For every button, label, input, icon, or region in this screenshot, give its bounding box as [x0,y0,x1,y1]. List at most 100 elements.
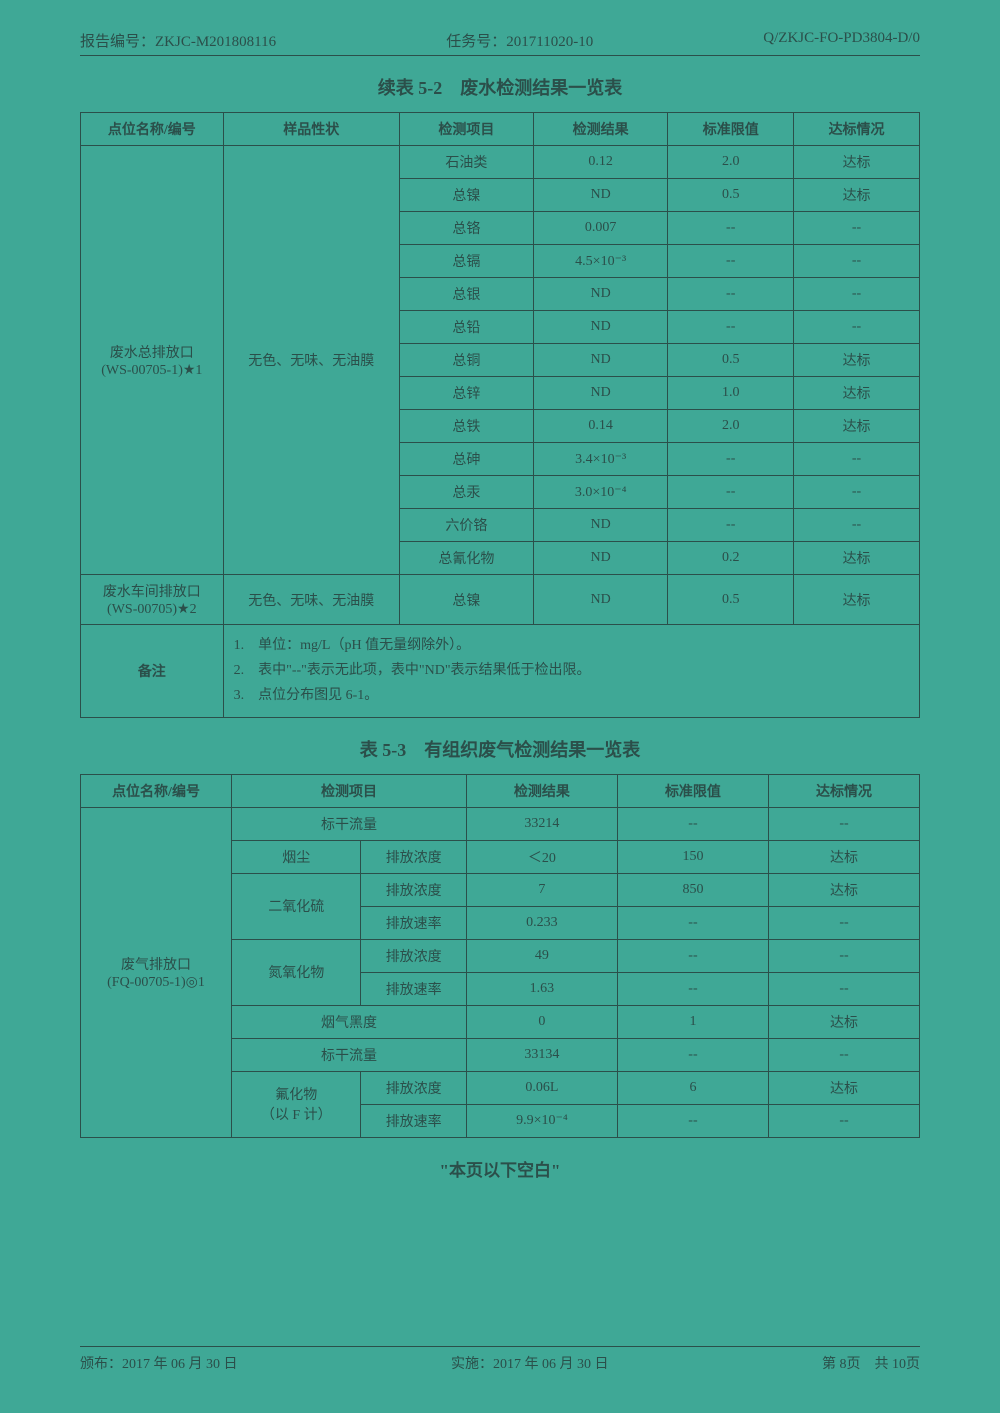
cell-status: -- [768,972,919,1005]
table-header-row: 点位名称/编号 样品性状 检测项目 检测结果 标准限值 达标情况 [81,113,920,146]
cell-limit: 0.5 [668,344,794,377]
cell-item: 总氰化物 [399,542,533,575]
cell-status: 达标 [794,410,920,443]
cell-item: 氟化物 （以 F 计） [232,1071,361,1137]
col-status: 达标情况 [794,113,920,146]
cell-item: 二氧化硫 [232,873,361,939]
cell-item: 烟气黑度 [232,1005,467,1038]
table-52: 点位名称/编号 样品性状 检测项目 检测结果 标准限值 达标情况 废水总排放口 … [80,112,920,718]
page-footer: 颁布：2017 年 06 月 30 日 实施：2017 年 06 月 30 日 … [80,1346,920,1373]
cell-item: 总镍 [399,575,533,625]
col-result: 检测结果 [466,774,617,807]
cell-status: 达标 [768,1005,919,1038]
cell-item: 总银 [399,278,533,311]
location-cell: 废水总排放口 (WS-00705-1)★1 [81,146,224,575]
cell-item: 总锌 [399,377,533,410]
cell-status: -- [794,476,920,509]
cell-result: 3.4×10⁻³ [534,443,668,476]
cell-status: -- [768,1038,919,1071]
cell-item: 总铁 [399,410,533,443]
table-header-row: 点位名称/编号 检测项目 检测结果 标准限值 达标情况 [81,774,920,807]
table-53: 点位名称/编号 检测项目 检测结果 标准限值 达标情况 废气排放口 (FQ-00… [80,774,920,1138]
table-53-title: 表 5-3 有组织废气检测结果一览表 [80,736,920,762]
col-limit: 标准限值 [668,113,794,146]
location-cell: 废水车间排放口 (WS-00705)★2 [81,575,224,625]
cell-limit: 1.0 [668,377,794,410]
col-item: 检测项目 [399,113,533,146]
cell-item: 标干流量 [232,807,467,840]
table-row: 废水总排放口 (WS-00705-1)★1无色、无味、无油膜石油类0.122.0… [81,146,920,179]
col-status: 达标情况 [768,774,919,807]
doc-code: Q/ZKJC-FO-PD3804-D/0 [763,30,920,51]
cell-result: ND [534,377,668,410]
cell-item: 烟尘 [232,840,361,873]
cell-result: ND [534,575,668,625]
cell-status: -- [794,212,920,245]
cell-item: 石油类 [399,146,533,179]
col-result: 检测结果 [534,113,668,146]
cell-status: -- [768,807,919,840]
cell-limit: -- [617,1038,768,1071]
cell-status: 达标 [768,840,919,873]
appearance-cell: 无色、无味、无油膜 [223,575,399,625]
cell-status: -- [794,278,920,311]
cell-status: -- [794,311,920,344]
cell-item: 总砷 [399,443,533,476]
cell-status: 达标 [794,575,920,625]
task-number: 任务号：201711020-10 [446,30,593,51]
impl-date: 实施：2017 年 06 月 30 日 [451,1353,609,1373]
cell-limit: -- [668,278,794,311]
cell-status: -- [794,509,920,542]
cell-result: 0.06L [466,1071,617,1104]
cell-status: 达标 [768,1071,919,1104]
cell-limit: 6 [617,1071,768,1104]
cell-subitem: 排放浓度 [361,1071,466,1104]
cell-limit: 0.5 [668,575,794,625]
cell-limit: 2.0 [668,410,794,443]
cell-limit: -- [617,972,768,1005]
remark-content: 1. 单位：mg/L（pH 值无量纲除外）。2. 表中"--"表示无此项，表中"… [223,625,919,718]
cell-limit: 150 [617,840,768,873]
cell-subitem: 排放速率 [361,972,466,1005]
cell-result: 4.5×10⁻³ [534,245,668,278]
cell-result: 0.233 [466,906,617,939]
col-location: 点位名称/编号 [81,113,224,146]
cell-limit: 850 [617,873,768,906]
cell-item: 总镉 [399,245,533,278]
remark-label: 备注 [81,625,224,718]
cell-subitem: 排放浓度 [361,873,466,906]
cell-result: ND [534,179,668,212]
cell-item: 六价铬 [399,509,533,542]
cell-result: 0.007 [534,212,668,245]
cell-result: 3.0×10⁻⁴ [534,476,668,509]
appearance-cell: 无色、无味、无油膜 [223,146,399,575]
cell-limit: -- [668,212,794,245]
cell-item: 标干流量 [232,1038,467,1071]
cell-limit: 0.2 [668,542,794,575]
cell-result: ＜20 [466,840,617,873]
cell-limit: 0.5 [668,179,794,212]
cell-result: ND [534,344,668,377]
cell-result: 49 [466,939,617,972]
cell-result: ND [534,311,668,344]
cell-subitem: 排放速率 [361,906,466,939]
cell-status: 达标 [794,146,920,179]
table-row: 废气排放口 (FQ-00705-1)◎1标干流量33214---- [81,807,920,840]
edge-stamp [970,720,1000,880]
cell-limit: -- [617,906,768,939]
cell-status: -- [768,1104,919,1137]
col-item: 检测项目 [232,774,467,807]
issue-date: 颁布：2017 年 06 月 30 日 [80,1353,238,1373]
cell-status: 达标 [794,344,920,377]
cell-limit: -- [668,311,794,344]
cell-status: 达标 [794,179,920,212]
table-row: 废水车间排放口 (WS-00705)★2无色、无味、无油膜总镍ND0.5达标 [81,575,920,625]
cell-result: 33134 [466,1038,617,1071]
cell-result: 0 [466,1005,617,1038]
cell-status: -- [768,939,919,972]
cell-limit: -- [617,1104,768,1137]
cell-result: ND [534,278,668,311]
cell-result: 7 [466,873,617,906]
col-location: 点位名称/编号 [81,774,232,807]
cell-limit: -- [668,443,794,476]
